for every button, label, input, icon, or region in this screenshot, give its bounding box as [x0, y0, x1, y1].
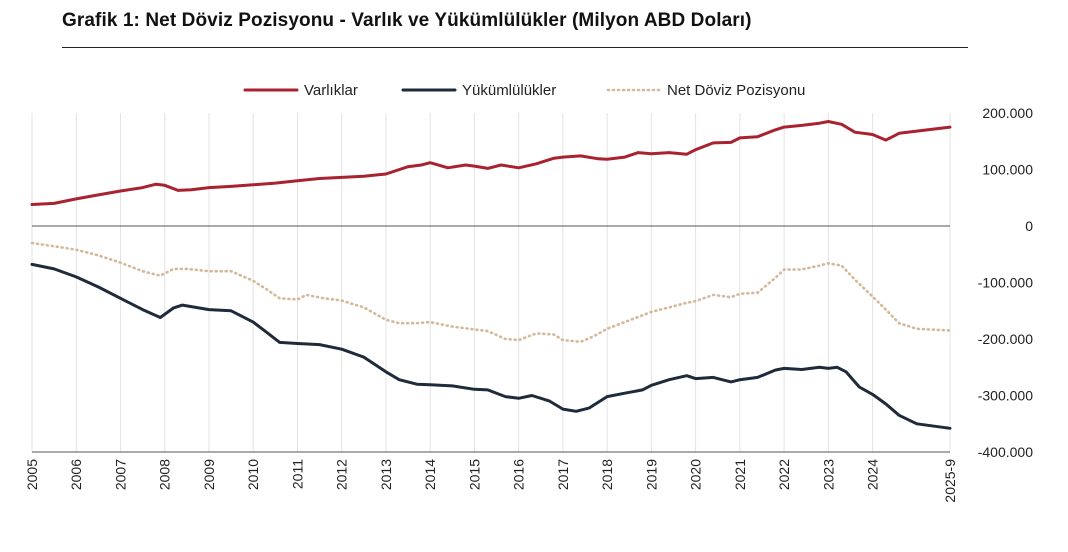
x-tick-label: 2023: [820, 459, 836, 490]
y-tick-label: -400.000: [978, 444, 1033, 460]
x-tick-label: 2016: [511, 459, 527, 490]
legend-label-1: Yükümlülükler: [462, 82, 556, 99]
x-tick-label: 2018: [599, 459, 615, 490]
legend-label-0: Varlıklar: [304, 82, 358, 99]
x-tick-label: 2007: [112, 459, 128, 490]
legend: Varlıklar Yükümlülükler Net Döviz Pozisyon…: [243, 82, 805, 99]
x-tick-label: 2014: [422, 459, 438, 490]
series-line-2: [30, 241, 952, 344]
y-axis-ticks: 200.000 100.000 0 -100.000 -200.000 -300.000 -…: [978, 105, 1033, 460]
chart-title: Grafik 1: Net Döviz Pozisyonu - Varlık v…: [62, 10, 752, 31]
series-group: [30, 120, 952, 430]
x-tick-label: 2024: [865, 459, 881, 490]
x-tick-label: 2012: [334, 459, 350, 490]
series-line-0: [30, 120, 952, 206]
x-tick-label: 2005: [24, 459, 40, 490]
x-tick-label: 2022: [776, 459, 792, 490]
grid: [31, 113, 951, 452]
zero-axis: [32, 225, 950, 453]
y-tick-label: -100.000: [978, 275, 1033, 291]
x-tick-label: 2008: [157, 459, 173, 490]
y-tick-label: -200.000: [978, 331, 1033, 347]
x-tick-label: 2011: [289, 459, 305, 489]
y-tick-label: 200.000: [982, 105, 1033, 121]
x-tick-label: 2006: [68, 459, 84, 490]
y-tick-label: 100.000: [982, 162, 1033, 178]
x-tick-label: 2013: [378, 459, 394, 490]
x-tick-label: 2020: [688, 459, 704, 490]
x-axis-ticks: 2005 2006 2007 2008 2009 2010 2011 2012 2013 2014…: [24, 459, 958, 503]
y-tick-label: -300.000: [978, 388, 1033, 404]
y-tick-label: 0: [1025, 218, 1033, 234]
legend-label-2: Net Döviz Pozisyonu: [667, 82, 805, 99]
x-tick-label: 2019: [643, 459, 659, 490]
x-tick-label: 2015: [466, 459, 482, 490]
x-tick-label: 2010: [245, 459, 261, 490]
series-line-1: [30, 262, 952, 430]
x-tick-label: 2025-9: [942, 459, 958, 503]
x-tick-label: 2009: [201, 459, 217, 490]
x-tick-label: 2021: [732, 459, 748, 490]
x-tick-label: 2017: [555, 459, 571, 490]
title-divider: [62, 47, 968, 48]
